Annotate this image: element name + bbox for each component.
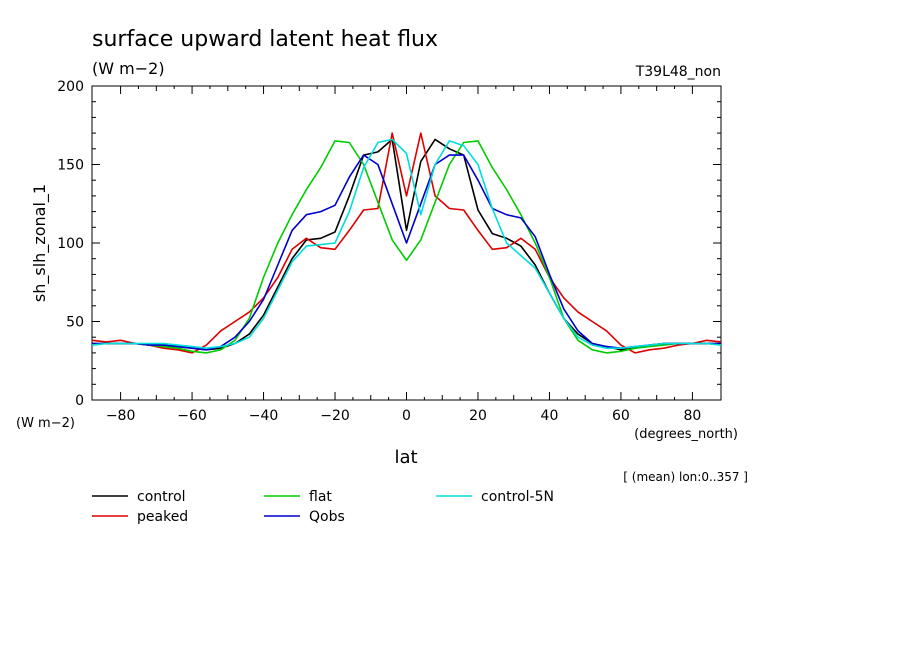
x-tick-label: 80 <box>683 408 701 424</box>
x-axis-units: (degrees_north) <box>634 427 738 442</box>
series-line-control-5n <box>91 138 722 350</box>
legend-label-peaked: peaked <box>137 509 188 525</box>
y-tick-label: 50 <box>66 315 84 331</box>
y-tick-label: 0 <box>75 393 84 409</box>
y-tick-label: 100 <box>57 236 84 252</box>
chart-subtitle: (W m−2) <box>92 59 165 78</box>
series-line-flat <box>91 140 722 354</box>
legend-label-qobs: Qobs <box>309 509 345 525</box>
run-label: T39L48_non <box>635 64 721 80</box>
series-line-control <box>92 138 721 351</box>
legend-label-control-5n: control-5N <box>481 489 554 505</box>
x-tick-label: −20 <box>320 408 350 424</box>
series-line-qobs <box>92 154 721 351</box>
x-tick-label: −60 <box>177 408 207 424</box>
x-tick-label: 60 <box>612 408 630 424</box>
y-tick-label: 150 <box>57 158 84 174</box>
series-line-peaked <box>91 132 722 354</box>
averaging-note: [ (mean) lon:0..357 ] <box>623 470 748 484</box>
x-tick-label: −80 <box>106 408 136 424</box>
x-tick-label: 20 <box>469 408 487 424</box>
x-tick-label: −40 <box>249 408 279 424</box>
y-axis-label: sh_slh_zonal_1 <box>30 184 50 302</box>
y-tick-label: 200 <box>57 79 84 95</box>
y-axis-units: (W m−2) <box>16 416 75 431</box>
legend: control peaked flat Qobs control-5N <box>92 489 554 525</box>
legend-label-control: control <box>137 489 186 505</box>
legend-label-flat: flat <box>309 489 332 505</box>
x-axis-label: lat <box>394 447 417 468</box>
x-tick-label: 40 <box>541 408 559 424</box>
x-tick-label: 0 <box>402 408 411 424</box>
chart-title: surface upward latent heat flux <box>92 27 438 52</box>
